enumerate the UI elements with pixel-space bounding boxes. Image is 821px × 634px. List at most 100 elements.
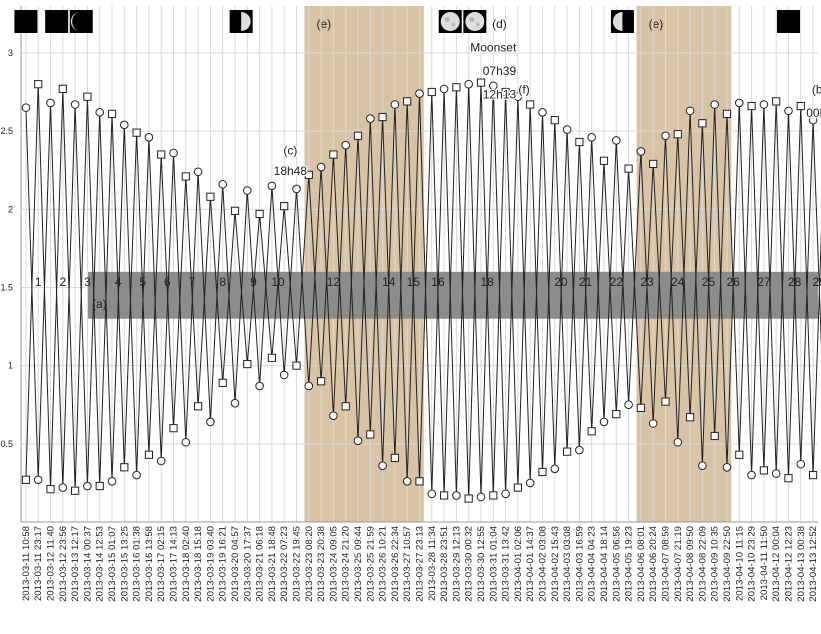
x-tick-label: 2013-04-06 08:01	[636, 526, 647, 602]
data-point-square	[772, 97, 781, 106]
data-point-circle	[402, 477, 412, 486]
annotation-label: (d)	[492, 17, 507, 31]
data-point-square	[599, 156, 609, 165]
day-number: 1	[35, 275, 42, 289]
x-tick-label: 2013-03-30 00:32	[464, 526, 475, 602]
moon-first-quarter-icon	[229, 10, 253, 33]
data-point-circle	[575, 445, 584, 455]
moon-crater	[475, 22, 480, 27]
x-tick-label: 2013-03-26 10:21	[378, 526, 389, 602]
data-point-square	[403, 97, 412, 106]
data-point-square	[439, 491, 449, 500]
annotation-label: 18h48	[274, 164, 308, 178]
data-point-circle	[427, 489, 437, 499]
data-point-circle	[562, 125, 572, 134]
data-point-square	[562, 447, 572, 456]
day-number: 27	[757, 275, 771, 289]
x-tick-label: 2013-04-08 22:09	[697, 526, 708, 602]
data-point-circle	[181, 437, 191, 447]
y-tick-label: 1	[8, 361, 13, 371]
data-point-circle	[255, 381, 264, 391]
data-point-circle	[279, 370, 289, 380]
x-tick-label: 2013-04-03 16:59	[574, 526, 585, 602]
data-point-circle	[525, 478, 535, 488]
data-point-circle	[292, 184, 301, 194]
data-point-circle	[378, 461, 387, 471]
data-point-circle	[132, 470, 141, 480]
y-tick-label: 0.5	[0, 439, 13, 449]
data-point-square	[550, 116, 559, 125]
data-point-square	[267, 353, 277, 362]
day-number: 24	[671, 275, 685, 289]
data-point-circle	[673, 437, 683, 447]
moon-crescent	[70, 12, 81, 31]
data-point-circle	[58, 483, 68, 492]
series-points	[21, 78, 818, 503]
x-tick-label: 2013-04-13 12:52	[808, 526, 819, 602]
day-number: 8	[219, 275, 226, 289]
x-tick-label: 2013-03-12 11:40	[46, 526, 57, 601]
y-tick-label: 2	[8, 204, 13, 214]
x-tick-label: 2013-04-06 20:24	[648, 525, 659, 601]
day-number: 22	[610, 275, 624, 289]
data-point-circle	[316, 162, 326, 172]
x-tick-label: 2013-03-31 13:42	[501, 526, 512, 602]
x-tick-label: 2013-04-12 00:04	[771, 525, 782, 601]
data-point-circle	[661, 131, 670, 141]
data-point-circle	[218, 179, 228, 189]
data-point-square	[169, 424, 178, 433]
annotation-label: 12h13	[483, 87, 517, 101]
data-point-square	[698, 119, 707, 128]
data-point-circle	[156, 456, 166, 466]
day-number: 5	[139, 275, 146, 289]
data-point-circle	[747, 470, 756, 480]
data-point-square	[673, 130, 682, 139]
annotations: (c) 18h48 (d) Moonset 07h39 12h13(f) (b) 00h04	[272, 16, 821, 179]
data-point-circle	[710, 100, 719, 109]
x-tick-label: 2013-04-13 00:38	[796, 526, 807, 602]
data-point-circle	[33, 475, 43, 485]
data-point-circle	[624, 400, 633, 410]
day-number: 2	[59, 275, 66, 289]
data-point-square	[661, 397, 670, 406]
data-point-square	[304, 170, 313, 179]
x-tick-label: 2013-03-31 01:04	[488, 525, 499, 601]
data-point-square	[685, 413, 695, 422]
x-tick-label: 2013-03-17 02:15	[156, 526, 167, 602]
x-tick-label: 2013-03-28 11:34	[427, 525, 438, 601]
data-point-square	[21, 475, 31, 484]
data-point-square	[575, 137, 584, 147]
data-point-square	[341, 402, 350, 411]
data-point-circle	[722, 462, 732, 472]
data-point-circle	[538, 108, 547, 117]
x-tick-label: 2013-04-02 15:43	[550, 526, 561, 602]
data-point-square	[649, 159, 658, 169]
data-point-square	[427, 87, 436, 97]
moon-crater	[451, 22, 456, 27]
data-point-circle	[476, 492, 486, 502]
annotation-label: 07h39	[483, 64, 517, 78]
data-point-square	[292, 361, 301, 370]
x-tick-label: 2013-03-17 14:13	[169, 526, 180, 602]
x-tick-label: 2013-03-11 10:58	[21, 526, 32, 601]
data-point-circle	[120, 120, 129, 130]
data-point-circle	[329, 411, 338, 420]
data-point-circle	[771, 469, 781, 478]
x-tick-label: 2013-03-29 12:13	[451, 526, 462, 602]
data-point-square	[120, 463, 129, 472]
x-tick-label: 2013-04-04 04:23	[587, 526, 598, 602]
data-point-square	[784, 474, 793, 483]
data-point-circle	[206, 417, 215, 427]
data-point-circle	[550, 464, 560, 474]
band-label: (a)	[92, 297, 107, 311]
data-point-square	[95, 481, 104, 491]
data-point-square	[501, 87, 510, 97]
data-point-square	[317, 377, 326, 386]
data-point-circle	[611, 136, 621, 145]
annotation-label: 00h04	[806, 106, 821, 120]
x-tick-label: 2013-03-27 10:57	[402, 526, 413, 602]
data-point-circle	[648, 419, 658, 428]
data-point-circle	[341, 140, 351, 150]
data-point-circle	[243, 186, 252, 195]
data-point-circle	[734, 98, 744, 108]
